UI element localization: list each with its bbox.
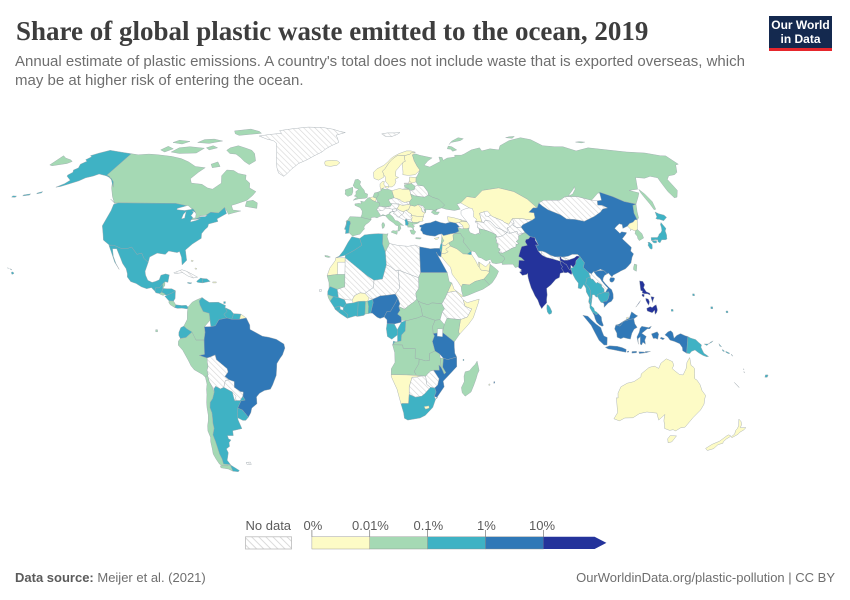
svg-text:0.1%: 0.1% [414,518,444,533]
svg-text:0%: 0% [304,518,323,533]
svg-text:0.01%: 0.01% [352,518,389,533]
svg-text:10%: 10% [529,518,555,533]
svg-text:No data: No data [246,518,292,533]
svg-text:1%: 1% [477,518,496,533]
